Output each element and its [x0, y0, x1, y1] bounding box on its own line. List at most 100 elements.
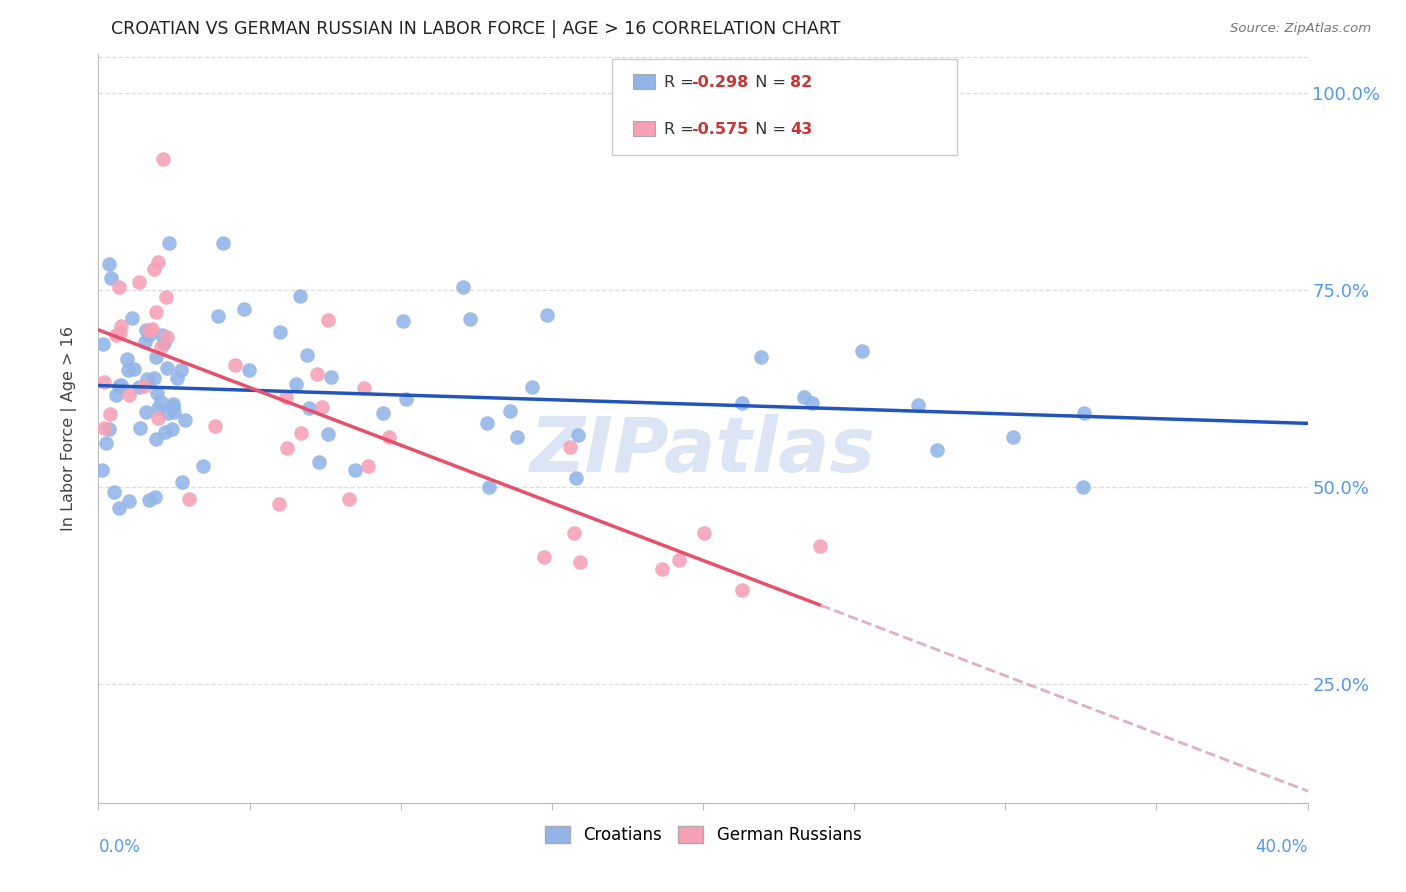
Point: [371, 405, 394, 419]
Point: [91, 337, 114, 351]
Point: [307, 367, 329, 381]
Point: [170, 363, 193, 377]
Point: [141, 322, 163, 336]
Point: [156, 361, 179, 376]
Text: 40.0%: 40.0%: [1256, 838, 1308, 856]
Bar: [633, 121, 655, 136]
Point: [651, 562, 673, 576]
Point: [157, 236, 180, 251]
Point: [318, 426, 340, 441]
Text: N =: N =: [745, 75, 792, 90]
Y-axis label: In Labor Force | Age > 16: In Labor Force | Age > 16: [60, 326, 77, 531]
Point: [311, 400, 333, 414]
Point: [285, 376, 308, 391]
Point: [118, 493, 141, 508]
Point: [117, 363, 139, 377]
Point: [316, 313, 339, 327]
Point: [505, 429, 527, 443]
Text: R =: R =: [664, 121, 699, 136]
Point: [851, 344, 873, 359]
Point: [568, 555, 591, 569]
Point: [136, 372, 159, 386]
Point: [321, 370, 343, 384]
Point: [148, 401, 170, 416]
Point: [135, 405, 157, 419]
Point: [298, 401, 321, 416]
Point: [115, 352, 138, 367]
Point: [94, 436, 117, 450]
Point: [565, 471, 588, 485]
Point: [162, 397, 184, 411]
Point: [152, 152, 174, 166]
Point: [276, 441, 298, 455]
Point: [392, 314, 415, 328]
Point: [562, 526, 585, 541]
Point: [132, 379, 155, 393]
Point: [108, 501, 131, 516]
Point: [731, 396, 754, 410]
Text: Source: ZipAtlas.com: Source: ZipAtlas.com: [1230, 22, 1371, 36]
Text: ZIPatlas: ZIPatlas: [530, 414, 876, 488]
Point: [925, 442, 948, 457]
Text: N =: N =: [745, 121, 792, 136]
Point: [129, 421, 152, 435]
Point: [458, 312, 481, 326]
Point: [98, 422, 121, 436]
Point: [150, 327, 173, 342]
Point: [193, 458, 215, 473]
Point: [810, 539, 832, 553]
Point: [295, 348, 318, 362]
Text: -0.575: -0.575: [690, 121, 748, 136]
Point: [238, 363, 260, 377]
Point: [475, 416, 498, 430]
Point: [536, 308, 558, 322]
Point: [93, 376, 115, 390]
Bar: [633, 75, 655, 89]
Point: [907, 398, 929, 412]
Point: [108, 326, 131, 340]
Point: [149, 395, 172, 409]
Text: -0.298: -0.298: [690, 75, 748, 90]
Point: [1071, 480, 1094, 494]
Point: [224, 358, 246, 372]
Point: [749, 350, 772, 364]
Point: [174, 413, 197, 427]
Point: [288, 289, 311, 303]
Point: [155, 330, 177, 344]
Point: [693, 526, 716, 541]
Point: [308, 455, 330, 469]
Point: [378, 430, 401, 444]
Text: 0.0%: 0.0%: [98, 838, 141, 856]
Point: [98, 407, 121, 421]
Point: [343, 463, 366, 477]
Point: [337, 492, 360, 507]
Legend: Croatians, German Russians: Croatians, German Russians: [538, 819, 868, 851]
Point: [110, 319, 132, 334]
Point: [138, 328, 160, 343]
Point: [357, 459, 380, 474]
Text: 82: 82: [790, 75, 813, 90]
Point: [668, 553, 690, 567]
Text: 43: 43: [790, 121, 813, 136]
Point: [558, 440, 581, 454]
Point: [1073, 406, 1095, 420]
Point: [142, 262, 165, 277]
Point: [128, 276, 150, 290]
Point: [162, 400, 184, 414]
Point: [163, 405, 186, 419]
Point: [274, 390, 297, 404]
Point: [204, 419, 226, 434]
Point: [128, 380, 150, 394]
Point: [107, 379, 129, 393]
Point: [207, 309, 229, 323]
Point: [149, 340, 172, 354]
Point: [146, 411, 169, 425]
Point: [148, 254, 170, 268]
Point: [353, 381, 375, 395]
Point: [160, 422, 183, 436]
Point: [395, 392, 418, 406]
Point: [212, 236, 235, 251]
Point: [104, 328, 127, 343]
Point: [100, 271, 122, 285]
Point: [520, 380, 543, 394]
